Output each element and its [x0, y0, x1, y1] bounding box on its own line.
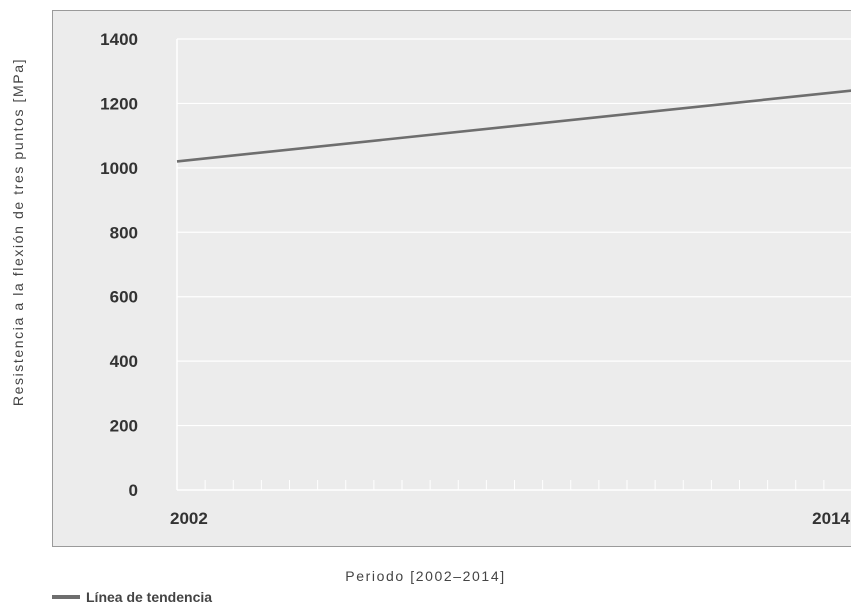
y-tick-label-1200: 1200 — [100, 94, 138, 113]
y-tick-label-400: 400 — [110, 352, 138, 371]
x-tick-label-2002: 2002 — [170, 509, 208, 528]
y-axis-label: Resistencia a la flexión de tres puntos … — [10, 57, 26, 407]
chart-frame: 0 200 400 600 800 1000 1200 1400 2002 2014 — [52, 10, 851, 547]
y-tick-label-200: 200 — [110, 417, 138, 436]
x-axis-label: Periodo [2002–2014] — [345, 568, 506, 584]
chart-plot: 0 200 400 600 800 1000 1200 1400 2002 2014 — [100, 30, 851, 528]
y-tick-label-600: 600 — [110, 288, 138, 307]
legend-swatch-trend — [52, 595, 80, 599]
legend: Línea de tendencia — [52, 589, 212, 605]
x-tick-label-2014: 2014 — [812, 509, 850, 528]
y-tick-label-1000: 1000 — [100, 159, 138, 178]
y-tick-label-0: 0 — [129, 481, 138, 500]
y-tick-label-1400: 1400 — [100, 30, 138, 49]
legend-label-trend: Línea de tendencia — [86, 589, 213, 605]
y-tick-label-800: 800 — [110, 223, 138, 242]
series-line-trend — [176, 89, 851, 163]
